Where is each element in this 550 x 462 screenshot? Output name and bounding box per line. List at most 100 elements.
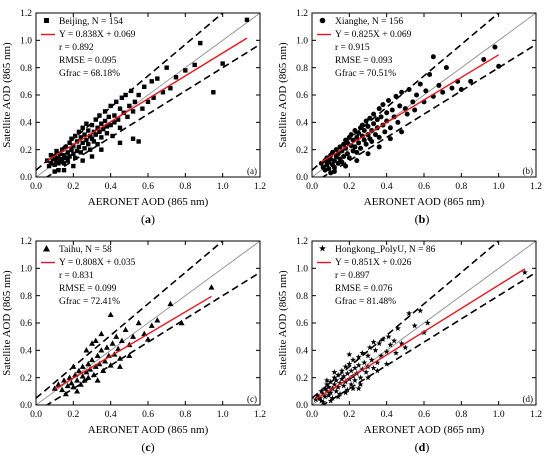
data-point (136, 92, 141, 98)
data-point (89, 136, 95, 141)
data-point (51, 385, 58, 391)
data-point (326, 166, 332, 172)
data-point (109, 340, 116, 346)
x-tick-label: 1.0 (217, 182, 229, 192)
data-point (402, 344, 409, 351)
data-point (136, 139, 141, 144)
data-point (68, 379, 75, 386)
data-point (106, 114, 111, 120)
data-point (123, 92, 128, 98)
regression-fit-line (320, 54, 500, 163)
panel-corner-tag: (b) (523, 166, 534, 176)
data-point (352, 128, 358, 134)
y-tick-label: 0.6 (296, 91, 308, 101)
data-point (338, 367, 345, 374)
legend-entry: r = 0.831 (59, 271, 94, 281)
regression-fit-line (46, 37, 248, 162)
data-point (48, 161, 54, 166)
data-point (521, 269, 528, 276)
data-point (117, 125, 123, 130)
data-point (66, 374, 73, 380)
data-point (359, 366, 366, 373)
data-point (93, 117, 98, 122)
data-point (102, 358, 109, 364)
data-point (340, 373, 347, 379)
data-point (89, 356, 95, 363)
data-point (83, 369, 90, 375)
data-point (86, 142, 91, 147)
data-point (99, 147, 104, 152)
data-point (198, 40, 203, 46)
data-point (65, 150, 70, 155)
scatter-panel-b: 0.0 0.2 0.4 0.6 0.8 1.0 1.2 0.0 0.2 0.4 0.6 0.8 1.0 1… (277, 9, 542, 226)
data-point (357, 381, 364, 388)
data-point (94, 352, 101, 358)
data-point (350, 356, 357, 363)
data-point (369, 138, 375, 144)
data-point (84, 121, 89, 126)
data-point (363, 141, 369, 147)
data-point (220, 61, 225, 66)
data-point (129, 88, 134, 94)
data-point (56, 167, 61, 173)
x-tick-label: 0.8 (179, 410, 191, 420)
data-point (78, 150, 83, 155)
data-point (73, 133, 78, 139)
data-point (74, 148, 80, 154)
data-point (411, 322, 418, 329)
data-point (59, 157, 65, 162)
data-point (142, 84, 147, 89)
data-point (312, 396, 319, 403)
regression-fit-line (315, 268, 526, 400)
x-tick-label: 0.8 (179, 182, 191, 192)
data-point (130, 109, 136, 114)
data-point (113, 333, 120, 339)
data-point (384, 110, 390, 116)
data-point (121, 110, 126, 115)
data-point (336, 379, 344, 386)
legend-entry: Xianghe, N = 156 (335, 17, 403, 27)
legend-entry: Hongkong_PolyU, N = 86 (335, 245, 436, 255)
legend-entry: Gfrac = 68.18% (59, 68, 120, 79)
data-point (361, 128, 367, 134)
data-point (374, 367, 381, 374)
data-point (367, 115, 373, 121)
data-point (104, 124, 110, 129)
x-tick-label: 1.0 (493, 410, 505, 420)
data-point (361, 137, 367, 143)
data-point (145, 99, 151, 105)
data-point (80, 125, 85, 130)
data-point (98, 330, 105, 337)
data-point (115, 345, 122, 352)
data-point (97, 129, 102, 135)
data-point (83, 347, 90, 353)
data-point (89, 122, 95, 128)
data-point (363, 118, 369, 124)
data-point (320, 399, 327, 405)
data-point (346, 351, 353, 358)
data-point (52, 169, 57, 174)
data-point (344, 386, 351, 393)
data-point (61, 377, 67, 383)
data-point (333, 388, 340, 394)
x-tick-label: 0.4 (381, 182, 393, 192)
data-point (244, 17, 250, 23)
data-point (76, 129, 82, 135)
data-point (61, 161, 67, 166)
data-point (54, 158, 59, 163)
data-point (100, 367, 107, 374)
data-point (107, 311, 114, 317)
legend-entry: Gfrac = 70.51% (335, 68, 396, 79)
y-tick-label: 0.6 (20, 319, 32, 329)
data-point (54, 148, 59, 154)
data-point (73, 155, 78, 161)
x-tick-label: 0.0 (30, 182, 42, 192)
y-tick-label: 1.2 (296, 237, 308, 247)
data-point (115, 117, 121, 122)
data-point (406, 310, 413, 317)
data-point (357, 374, 364, 381)
data-point (387, 136, 393, 142)
legend-entry: Taihu, N = 58 (59, 245, 112, 255)
data-point (322, 393, 329, 400)
data-point (104, 131, 110, 136)
